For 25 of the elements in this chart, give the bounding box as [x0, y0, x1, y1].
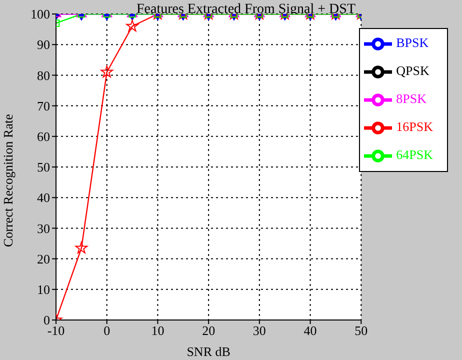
legend-label: BPSK — [396, 34, 429, 50]
x-tick-label: 30 — [252, 323, 266, 338]
x-tick-label: 40 — [304, 323, 317, 338]
y-tick-label: 30 — [37, 220, 50, 236]
legend-label: 16PSK — [396, 118, 433, 134]
y-tick-label: 60 — [37, 129, 50, 144]
x-tick-label: 0 — [104, 323, 110, 338]
y-tick-label: 100 — [30, 6, 50, 22]
y-tick-label: 40 — [37, 190, 50, 206]
x-tick-label: 10 — [151, 323, 164, 338]
y-tick-label: 0 — [44, 312, 50, 328]
y-tick-label: 90 — [37, 37, 50, 52]
y-axis-title: Correct Recognition Rate — [0, 114, 16, 247]
legend-label: 64PSK — [396, 146, 433, 162]
x-tick-label: 50 — [354, 323, 368, 338]
y-tick-label: 20 — [37, 251, 50, 266]
legend-label: 8PSK — [396, 90, 426, 106]
y-tick-label: 50 — [37, 160, 50, 175]
y-tick-label: 80 — [37, 68, 50, 83]
x-tick-label: -10 — [47, 323, 65, 338]
x-axis-title: SNR dB — [186, 344, 231, 359]
legend-label: QPSK — [396, 62, 430, 78]
y-tick-label: 70 — [37, 98, 50, 114]
x-tick-label: 20 — [202, 323, 216, 338]
y-tick-label: 10 — [37, 282, 50, 298]
